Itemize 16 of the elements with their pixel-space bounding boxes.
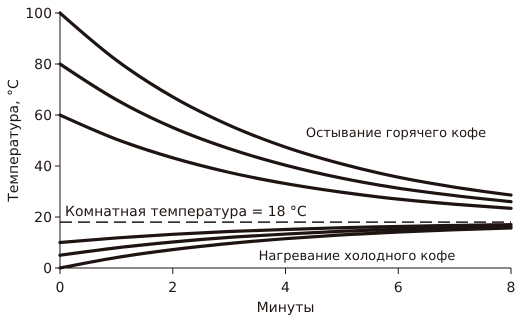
- x-tick-label: 2: [168, 280, 178, 296]
- y-tick-label: 20: [34, 210, 52, 226]
- x-tick-label: 4: [281, 280, 290, 296]
- y-tick-label: 60: [34, 108, 52, 124]
- x-tick-label: 8: [506, 280, 516, 296]
- x-axis-title: Минуты: [256, 300, 314, 316]
- y-tick-label: 40: [34, 158, 52, 175]
- x-tick-label: 6: [394, 280, 403, 296]
- ref-line-label: Комнатная температура = 18 °C: [65, 204, 307, 220]
- y-tick-label: 100: [25, 6, 52, 22]
- annotation: Остывание горячего кофе: [306, 126, 486, 141]
- y-axis-title: Температура, °C: [6, 79, 22, 203]
- y-tick-label: 80: [34, 56, 52, 73]
- annotation: Нагревание холодного кофе: [258, 249, 456, 264]
- y-tick-label: 0: [43, 260, 52, 277]
- x-tick-label: 0: [56, 280, 64, 296]
